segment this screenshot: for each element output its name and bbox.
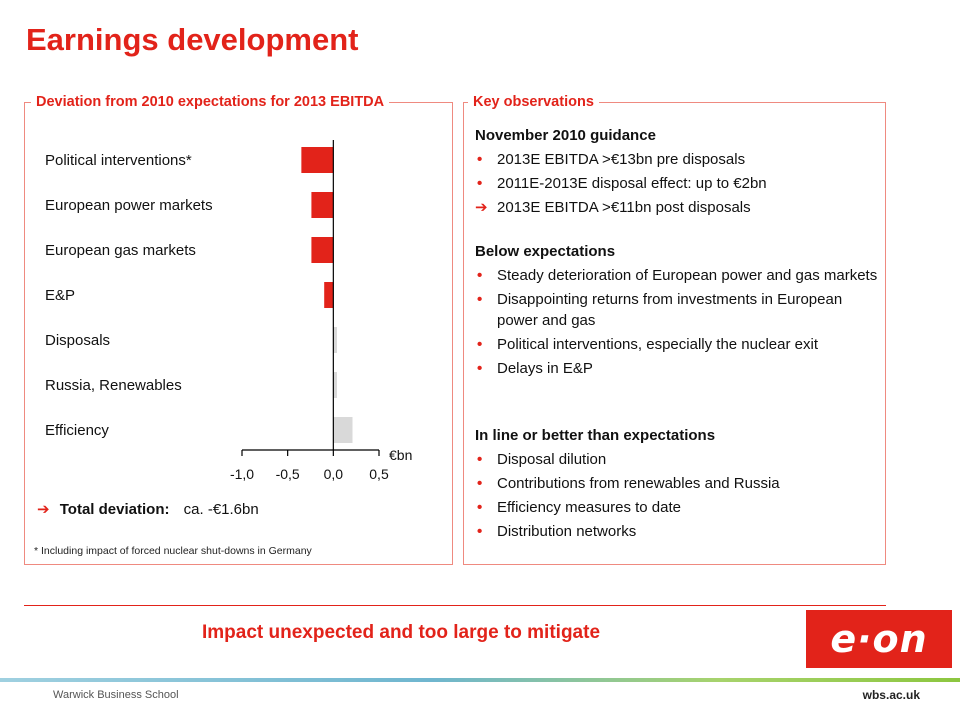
bar-6 [333,372,337,398]
observation-item: • Disappointing returns from investments … [475,289,880,331]
observation-text: 2011E-2013E disposal effect: up to €2bn [497,175,767,192]
observation-item: • Contributions from renewables and Russi… [475,473,880,494]
key-observations-panel: Key observations [463,94,886,565]
deviation-panel: Deviation from 2010 expectations for 201… [24,94,453,565]
arrow-right-icon: ➔ [475,199,488,216]
observation-heading-1: November 2010 guidance [475,127,656,144]
observation-text: Efficiency measures to date [497,499,681,516]
observation-item: • Steady deterioration of European power … [475,265,880,286]
bar-2 [311,192,334,218]
category-label-1: Political interventions* [45,152,192,169]
observation-item: ➔ 2013E EBITDA >€11bn post disposals [475,197,880,218]
x-tick-label-4: 0,5 [369,466,389,482]
bullet-icon: • [477,360,483,377]
category-label-3: European gas markets [45,242,196,259]
observation-section-3: In line or better than expectations • Disp… [475,426,880,545]
observation-text: Distribution networks [497,523,637,540]
observation-heading-3: In line or better than expectations [475,427,716,444]
category-label-4: E&P [45,287,75,304]
footer-color-strip [0,678,960,682]
key-observations-header: Key observations [468,94,599,110]
total-deviation-label: Total deviation: [59,501,170,518]
category-label-6: Russia, Renewables [45,377,182,394]
bullet-icon: • [477,175,483,192]
bullet-icon: • [477,267,483,284]
unit-label: €bn [389,447,412,463]
observation-text: Delays in E&P [497,360,593,377]
bullet-icon: • [477,291,483,308]
observation-text: Disappointing returns from investments i… [497,291,843,329]
bullet-icon: • [477,523,483,540]
observation-text: 2013E EBITDA >€13bn pre disposals [497,151,746,168]
observation-text: Political interventions, especially the … [497,336,818,353]
x-tick-label-2: -0,5 [276,466,300,482]
category-label-7: Efficiency [45,422,109,439]
observation-item: • Distribution networks [475,521,880,542]
category-label-2: European power markets [45,197,213,214]
category-label-5: Disposals [45,332,110,349]
bar-1 [301,147,334,173]
deviation-panel-header: Deviation from 2010 expectations for 201… [31,94,390,110]
observation-item: • Political interventions, especially the… [475,334,880,355]
deviation-bar-chart: Political interventions* European power m… [45,140,412,482]
footer-website: wbs.ac.uk [862,688,920,702]
observation-list-1: • 2013E EBITDA >€13bn pre disposals • 2011E… [475,149,880,218]
observation-item: • Delays in E&P [475,358,880,379]
x-tick-label-1: -1,0 [230,466,254,482]
observation-section-2: Below expectations • Steady deterioration … [475,242,880,382]
bullet-icon: • [477,151,483,168]
eon-logo: e·on [806,610,952,668]
observation-text: Steady deterioration of European power a… [497,267,878,284]
bullet-icon: • [477,336,483,353]
observation-list-3: • Disposal dilution • Contributions from re… [475,449,880,542]
x-tick-label-3: 0,0 [324,466,344,482]
bullet-icon: • [477,475,483,492]
eon-logo-text: e·on [830,617,928,661]
bar-4 [324,282,334,308]
observation-item: • 2013E EBITDA >€13bn pre disposals [475,149,880,170]
slide-title: Earnings development [26,22,359,57]
observation-text: Disposal dilution [497,451,607,468]
arrow-right-icon: ➔ [37,501,50,518]
observation-text: 2013E EBITDA >€11bn post disposals [497,199,751,216]
bar-7 [333,417,353,443]
tagline: Impact unexpected and too large to mitig… [202,622,601,643]
observation-item: • Disposal dilution [475,449,880,470]
observation-item: • Efficiency measures to date [475,497,880,518]
bar-5 [333,327,337,353]
total-deviation: ➔ Total deviation: ca. -€1.6bn [37,500,259,518]
total-deviation-value: ca. -€1.6bn [183,501,259,518]
bullet-icon: • [477,499,483,516]
bullet-icon: • [477,451,483,468]
divider-line [24,605,886,606]
observation-heading-2: Below expectations [475,243,616,260]
bar-3 [311,237,334,263]
observation-item: • 2011E-2013E disposal effect: up to €2bn [475,173,880,194]
footnote: * Including impact of forced nuclear shu… [34,545,312,557]
footer-school-name: Warwick Business School [53,689,179,701]
observation-text: Contributions from renewables and Russia [497,475,780,492]
observation-list-2: • Steady deterioration of European power … [475,265,880,379]
observation-section-1: November 2010 guidance • 2013E EBITDA >€13… [475,126,880,221]
